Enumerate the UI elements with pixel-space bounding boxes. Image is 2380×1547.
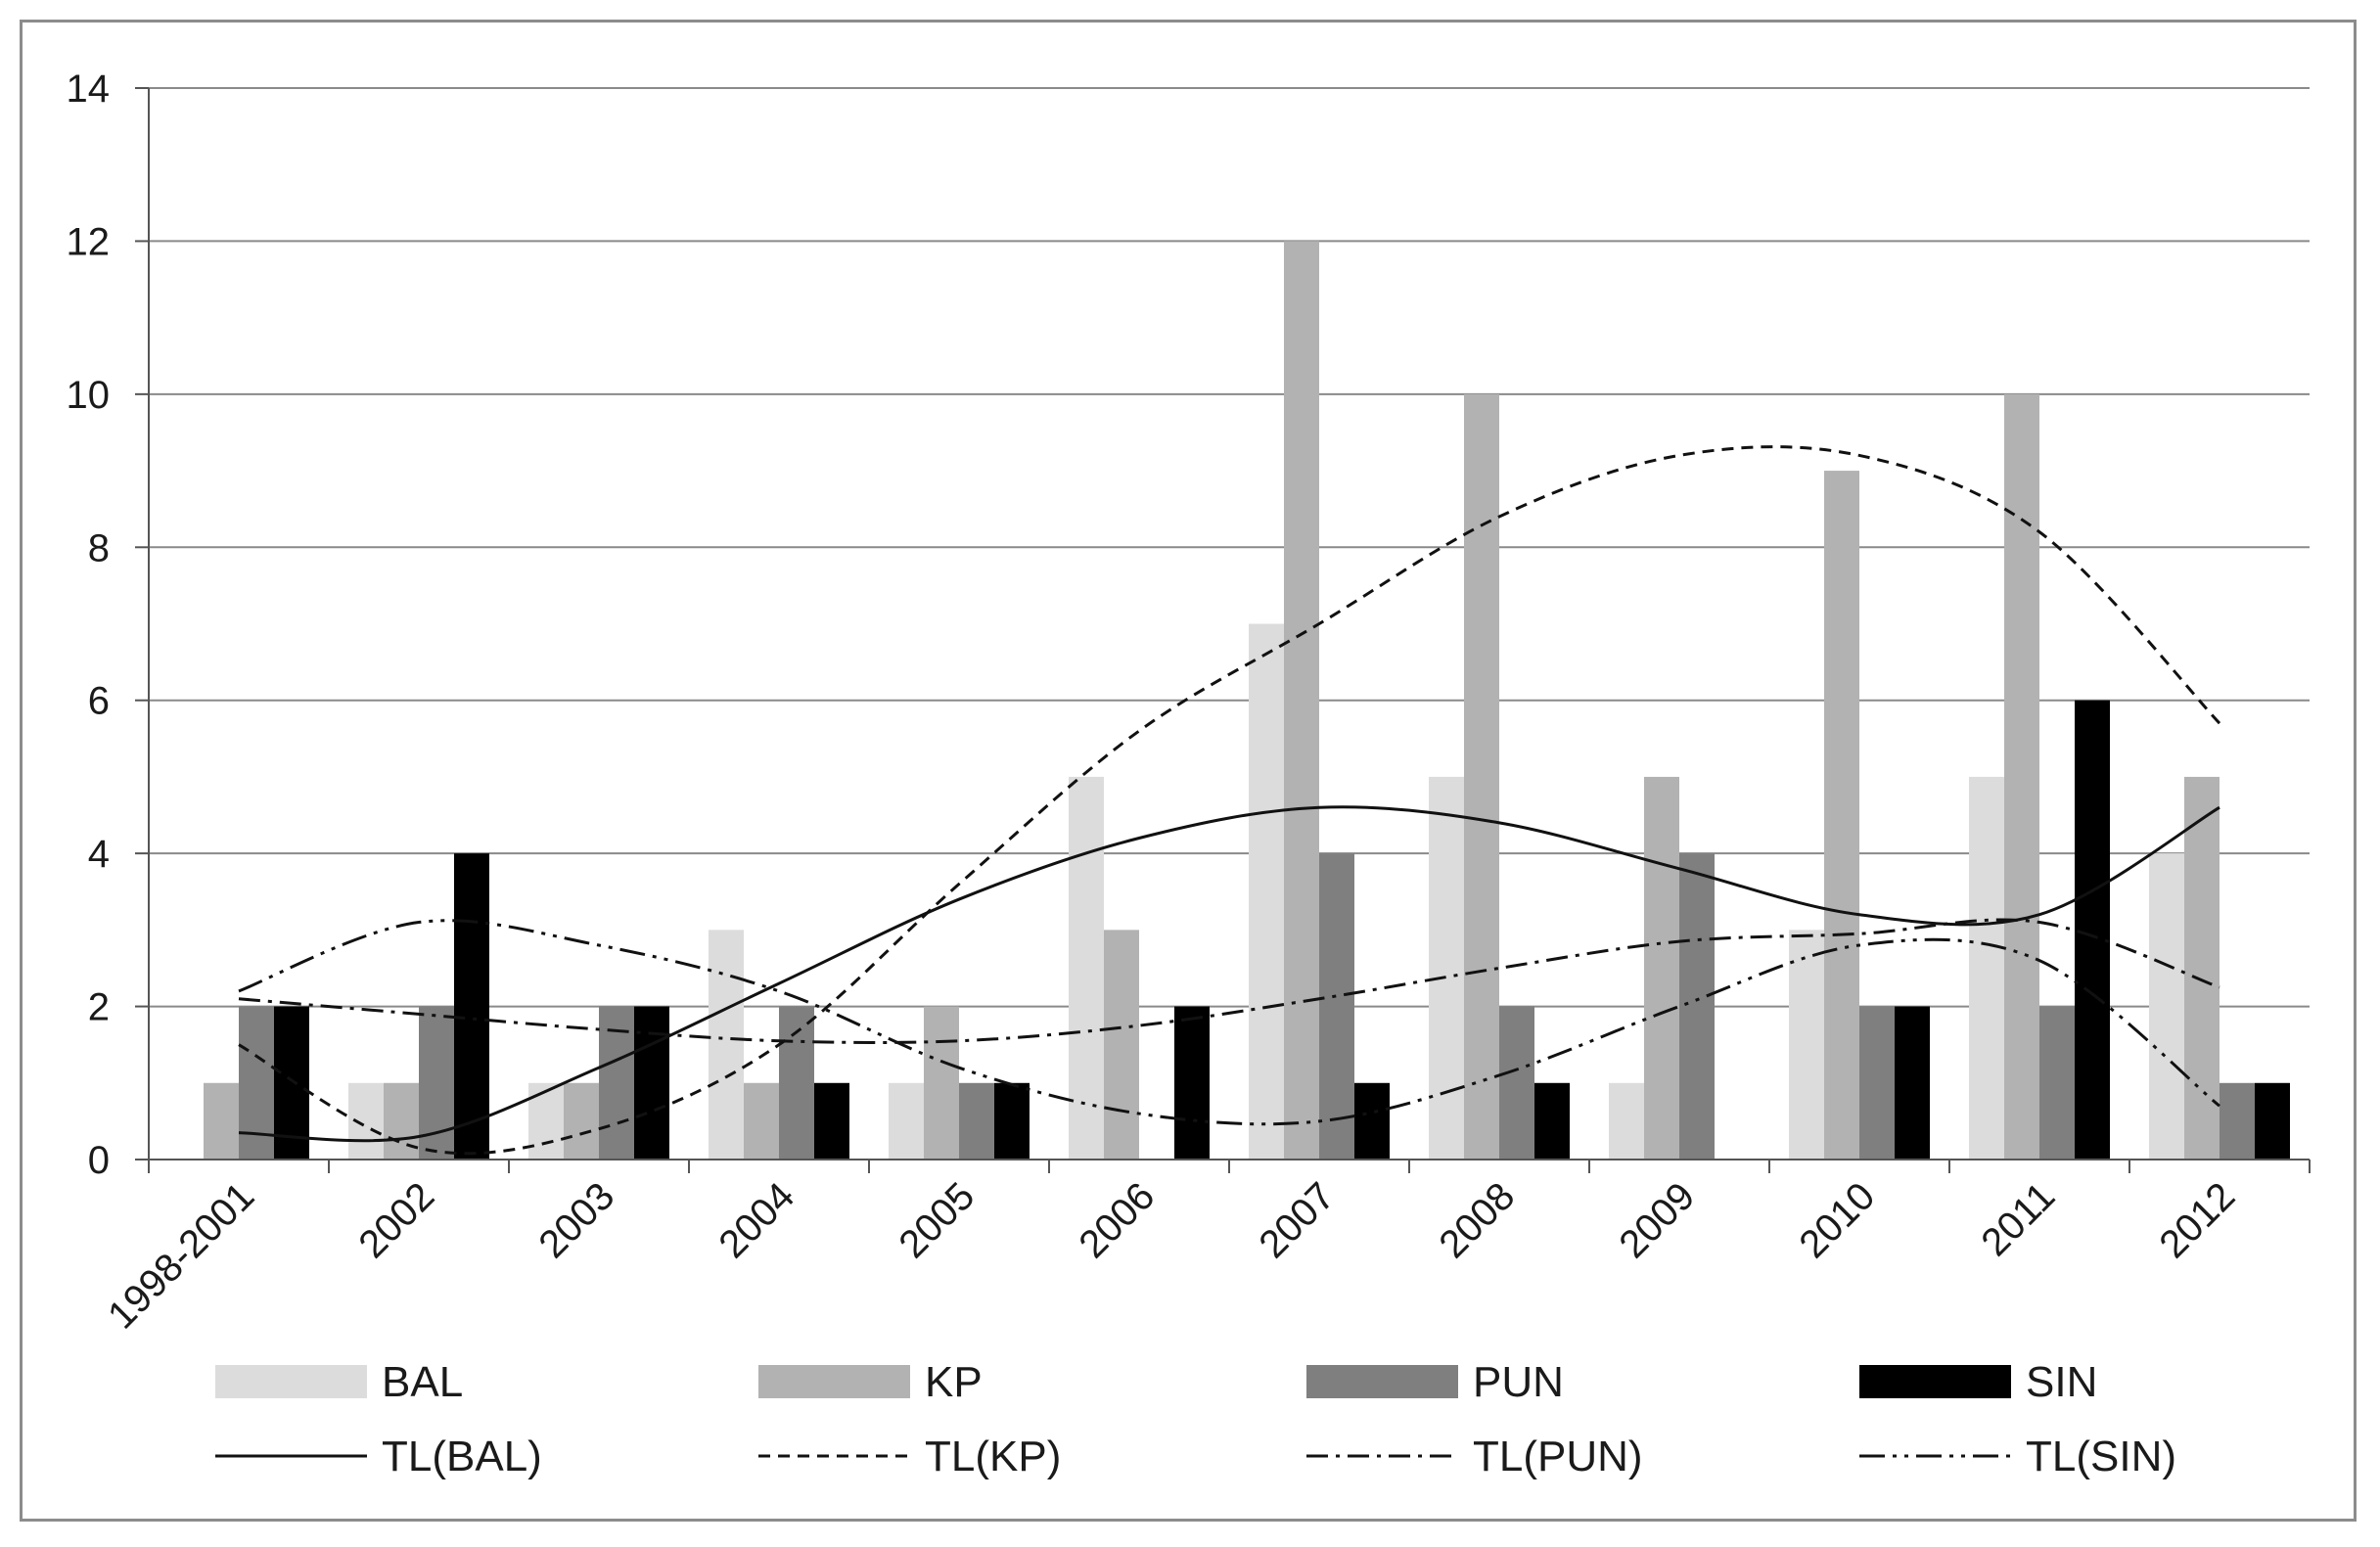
x-tick-label: 2012 [2151, 1174, 2243, 1266]
bar-bal [528, 1082, 564, 1160]
bar-bal [1069, 776, 1104, 1160]
bar-sin [1895, 1006, 1930, 1160]
gridlines [149, 87, 2310, 1008]
y-tick-label: 0 [88, 1139, 110, 1182]
bar-bal [1789, 930, 1824, 1160]
y-tick-label: 4 [88, 833, 110, 876]
bar-sin [814, 1082, 849, 1160]
legend-label-bal: BAL [382, 1358, 463, 1406]
bar-sin [994, 1082, 1030, 1160]
bar-kp [1824, 471, 1859, 1160]
bar-sin [454, 853, 489, 1160]
bar-sin [634, 1006, 669, 1160]
bar-pun [2220, 1082, 2255, 1160]
bar-pun [959, 1082, 994, 1160]
chart-frame [20, 20, 2357, 1522]
x-tick-label: 2009 [1611, 1174, 1703, 1266]
y-tick-label: 6 [88, 680, 110, 723]
legend-label-pun: PUN [1473, 1358, 1564, 1406]
trendline-tlpun [238, 918, 2220, 1044]
legend-label-tlpun: TL(PUN) [1473, 1433, 1643, 1480]
bar-pun [2039, 1006, 2075, 1160]
bar-bal [1429, 776, 1464, 1160]
legend-label-tlkp: TL(KP) [925, 1433, 1061, 1480]
bar-sin [274, 1006, 309, 1160]
legend-swatch-pun [1306, 1365, 1458, 1398]
legend-swatch-kp [758, 1365, 910, 1398]
bar-sin [1354, 1082, 1390, 1160]
x-tick-label: 2003 [530, 1174, 622, 1266]
bar-bal [1609, 1082, 1644, 1160]
x-tick-label: 2008 [1431, 1174, 1523, 1266]
bar-kp [744, 1082, 779, 1160]
bar-pun [1499, 1006, 1534, 1160]
y-tick-label: 12 [67, 220, 111, 263]
legend-label-tlbal: TL(BAL) [382, 1433, 542, 1480]
bar-kp [564, 1082, 599, 1160]
bar-pun [1319, 853, 1354, 1160]
legend: BAL KP PUN SIN TL(BAL) TL(KP) TL(PUN) TL(SIN) [215, 1358, 2176, 1480]
bar-pun [779, 1006, 814, 1160]
x-tick-label: 2010 [1791, 1174, 1883, 1266]
bar-sin [1174, 1006, 1210, 1160]
bar-kp [1284, 241, 1319, 1160]
bar-kp [2184, 776, 2220, 1160]
trendline-tlsin [238, 919, 2220, 1126]
bar-pun [239, 1006, 274, 1160]
legend-label-sin: SIN [2026, 1358, 2097, 1406]
bar-bal [1969, 776, 2004, 1160]
trendline-tlkp [238, 445, 2221, 1156]
bar-kp [1104, 930, 1139, 1160]
x-tick-label: 2007 [1251, 1174, 1343, 1266]
bar-sin [1534, 1082, 1570, 1160]
bar-bal [709, 930, 744, 1160]
legend-swatch-sin [1859, 1365, 2011, 1398]
x-tick-label: 2006 [1071, 1174, 1163, 1266]
y-tick-label: 2 [88, 986, 110, 1029]
bar-kp [204, 1082, 239, 1160]
x-tick-label: 2004 [710, 1174, 802, 1266]
x-tick-label: 2011 [1973, 1174, 2063, 1264]
legend-label-kp: KP [925, 1358, 983, 1406]
trendline-tlbal [238, 805, 2220, 1143]
trendlines [238, 445, 2221, 1156]
bar-kp [2004, 393, 2039, 1160]
bar-pun [1679, 853, 1715, 1160]
bar-kp [924, 1006, 959, 1160]
y-tick-label: 14 [67, 68, 111, 111]
y-tick-label: 10 [67, 374, 111, 417]
legend-swatch-bal [215, 1365, 367, 1398]
bar-kp [1464, 393, 1499, 1160]
y-tick-label: 8 [88, 526, 110, 569]
bar-kp [1644, 776, 1679, 1160]
bar-sin [2255, 1082, 2290, 1160]
bar-bal [1249, 623, 1284, 1160]
bar-sin [2075, 700, 2110, 1160]
x-tick-label: 1998-2001 [100, 1174, 262, 1337]
bar-bal [889, 1082, 924, 1160]
x-tick-label: 2005 [891, 1174, 983, 1266]
bar-bal [2149, 853, 2184, 1160]
legend-label-tlsin: TL(SIN) [2026, 1433, 2176, 1480]
x-tick-label: 2002 [350, 1174, 442, 1266]
bar-pun [1859, 1006, 1895, 1160]
